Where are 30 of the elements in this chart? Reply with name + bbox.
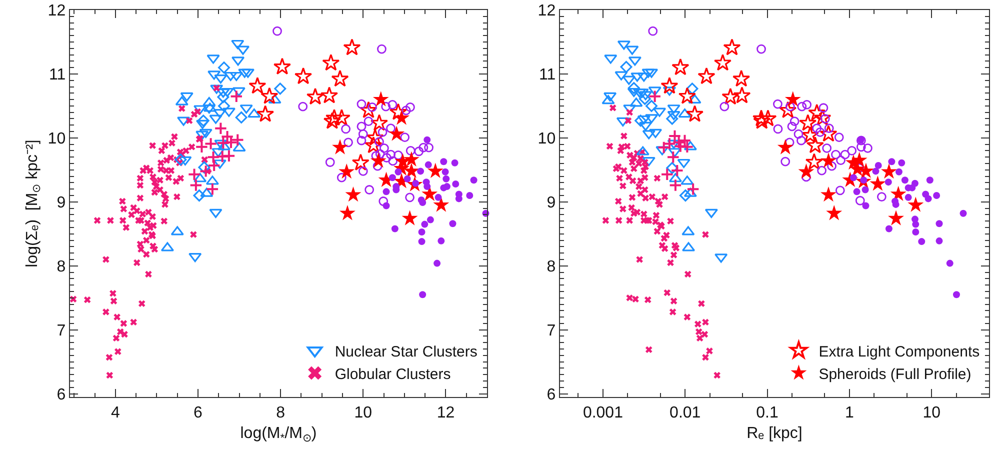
y-tick-label: 11 [48, 66, 66, 84]
y-tick-label: 6 [546, 386, 556, 404]
x-tick-label: 6 [194, 404, 203, 422]
y-tick-label: 6 [56, 386, 66, 404]
y-tick-label: 12 [538, 2, 556, 20]
y-tick-label: 7 [546, 322, 556, 340]
x-axis-title: log(M$_{*}$/M$_{⊙}$) [240, 425, 317, 444]
legend-label: Extra Light Components [818, 343, 980, 360]
y-tick-label: 10 [538, 130, 556, 148]
x-axis-title: Rₑ [kpc] [746, 425, 802, 442]
x-tick-label: 0.01 [670, 404, 701, 422]
x-tick-label: 1 [844, 404, 854, 422]
y-tick-label: 8 [546, 258, 556, 276]
x-tick-label: 8 [276, 404, 286, 422]
legend-label: Nuclear Star Clusters [334, 343, 478, 360]
legend-label: Spheroids (Full Profile) [818, 366, 972, 383]
x-tick-label: 10 [922, 404, 941, 422]
y-tick-label: 11 [538, 66, 556, 84]
y-tick-label: 8 [56, 258, 66, 276]
y-tick-label: 12 [48, 2, 66, 20]
y-tick-label: 9 [56, 194, 66, 212]
x-tick-label: 4 [110, 404, 120, 422]
x-tick-label: 0.001 [582, 404, 624, 422]
x-tick-label: 10 [354, 404, 372, 422]
legend-label: Globular Clusters [334, 366, 451, 383]
x-tick-label: 12 [436, 404, 455, 422]
x-tick-label: 0.1 [756, 404, 778, 422]
y-tick-label: 10 [48, 130, 66, 148]
y-tick-label: 9 [546, 194, 556, 212]
y-tick-label: 7 [56, 322, 66, 340]
